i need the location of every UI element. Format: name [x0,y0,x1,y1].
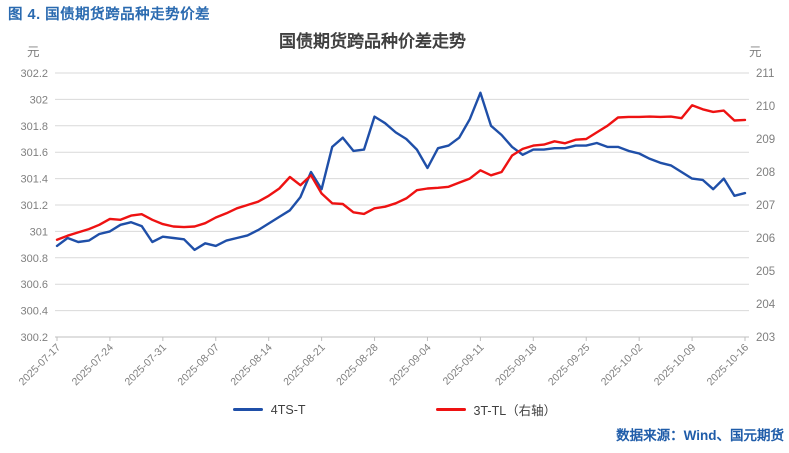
legend-item-3t-tl[interactable]: 3T-TL（右轴） [435,400,557,419]
svg-text:210: 210 [756,101,775,113]
svg-text:2025-07-24: 2025-07-24 [70,342,117,389]
left-axis-unit-label: 元 [27,45,40,59]
svg-text:301.2: 301.2 [20,200,48,212]
right-axis-unit-label: 元 [749,45,762,59]
svg-text:301.8: 301.8 [20,121,48,133]
svg-text:2025-07-31: 2025-07-31 [122,342,169,389]
svg-text:301.4: 301.4 [20,174,48,186]
svg-text:300.8: 300.8 [20,253,48,265]
svg-text:204: 204 [756,299,776,311]
svg-text:207: 207 [756,200,775,212]
svg-text:302.2: 302.2 [20,68,48,80]
svg-text:205: 205 [756,266,775,278]
svg-text:203: 203 [756,332,775,344]
legend-label-4ts-t: 4TS-T [270,402,306,417]
chart-title: 国债期货跨品种价差走势 [279,32,466,51]
series-line-4ts-t [55,91,747,252]
svg-text:2025-10-02: 2025-10-02 [599,342,646,389]
svg-text:2025-08-14: 2025-08-14 [228,342,275,389]
svg-text:301.6: 301.6 [20,147,48,159]
svg-text:208: 208 [756,167,775,179]
legend: 4TS-T 3T-TL（右轴） [0,400,789,419]
y-axis-left-tick-labels: 302.2 302 301.8 301.6 301.4 301.2 301 300.8 300.… [20,68,48,344]
svg-text:2025-07-17: 2025-07-17 [17,342,64,389]
svg-text:302: 302 [30,94,48,106]
svg-text:300.6: 300.6 [20,279,48,291]
y-axis-right-tick-labels: 211 210 209 208 207 206 205 204 203 [756,68,776,344]
svg-text:206: 206 [756,233,775,245]
svg-text:2025-09-25: 2025-09-25 [546,342,593,389]
legend-label-3t-tl: 3T-TL（右轴） [473,404,557,418]
svg-text:2025-08-21: 2025-08-21 [281,342,328,389]
svg-text:211: 211 [756,68,774,80]
svg-text:300.4: 300.4 [20,306,48,318]
svg-text:2025-08-07: 2025-08-07 [175,342,222,389]
svg-text:2025-10-16: 2025-10-16 [705,342,752,389]
legend-line-swatch-blue [232,407,263,412]
figure-caption: 图 4. 国债期货跨品种走势价差 [8,7,211,23]
gridlines [55,72,749,338]
x-axis-tick-labels: 2025-07-17 2025-07-24 2025-07-31 2025-08-07… [17,337,752,389]
legend-line-swatch-red [435,407,466,412]
data-source: 数据来源：Wind、国元期货 [616,428,784,443]
svg-text:2025-09-18: 2025-09-18 [493,342,540,389]
svg-text:2025-09-04: 2025-09-04 [387,342,434,389]
svg-text:300.2: 300.2 [20,332,48,344]
series-line-3t-tl [55,104,747,241]
svg-text:2025-08-28: 2025-08-28 [334,342,381,389]
legend-item-4ts-t[interactable]: 4TS-T [232,402,306,417]
svg-text:2025-09-11: 2025-09-11 [441,342,487,388]
svg-text:2025-10-09: 2025-10-09 [652,342,699,389]
svg-text:209: 209 [756,134,775,146]
svg-text:301: 301 [30,226,48,238]
